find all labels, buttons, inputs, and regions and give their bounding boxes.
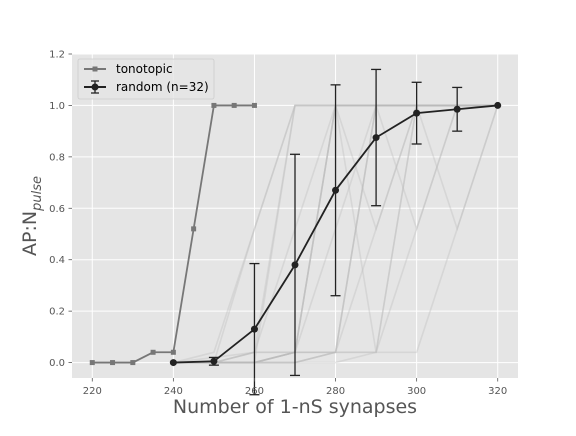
background-trace [173,105,499,364]
data-point-tonotopic [231,102,237,108]
series-layer [89,68,502,396]
data-point-tonotopic [89,360,95,366]
data-point-random [494,101,502,109]
background-trace [173,104,498,364]
data-point-tonotopic [211,102,217,108]
y-tick-label: 0.8 [49,152,65,163]
x-tick-label: 220 [83,386,102,397]
legend-marker-random [91,83,99,91]
data-point-random [210,357,218,365]
background-trace [173,104,498,364]
background-trace [173,104,498,364]
x-tick-label: 260 [245,386,264,397]
data-point-random [332,186,340,194]
y-axis-ticks: 0.0 0.2 0.4 0.6 0.8 1.0 1.2 [49,50,72,369]
y-tick-label: 0.2 [49,307,65,318]
y-axis-title: AP:Npulse [19,176,45,256]
data-point-tonotopic [150,349,156,355]
y-tick-label: 0.0 [49,358,65,369]
y-tick-label: 1.2 [49,50,65,61]
data-point-tonotopic [130,360,136,366]
data-point-tonotopic [110,360,116,366]
legend-marker-tonotopic [92,66,98,72]
x-axis-ticks: 220 240 260 280 300 320 [83,378,507,397]
data-point-tonotopic [251,102,257,108]
x-tick-label: 280 [326,386,345,397]
legend: tonotopic random (n=32) [77,58,215,100]
y-tick-label: 1.0 [49,101,65,112]
background-trace [173,104,498,364]
data-point-tonotopic [170,349,176,355]
data-point-tonotopic [191,226,197,232]
legend-label-random: random (n=32) [116,80,209,94]
data-point-random [372,134,380,142]
x-tick-label: 300 [407,386,426,397]
data-point-random [169,359,177,367]
x-tick-label: 240 [164,386,183,397]
data-point-random [250,325,258,333]
y-tick-label: 0.6 [49,204,65,215]
legend-box [77,58,215,100]
data-point-random [413,109,421,117]
legend-label-tonotopic: tonotopic [116,62,173,76]
y-tick-label: 0.4 [49,255,65,266]
background-trace [173,104,498,364]
x-tick-label: 320 [488,386,507,397]
data-point-random [453,105,461,113]
y-axis-title-main: AP:N [19,211,41,256]
data-point-random [291,261,299,269]
y-axis-title-subscript: pulse [30,176,45,212]
background-trace [173,102,499,364]
x-axis-title: Number of 1-nS synapses [173,396,417,418]
